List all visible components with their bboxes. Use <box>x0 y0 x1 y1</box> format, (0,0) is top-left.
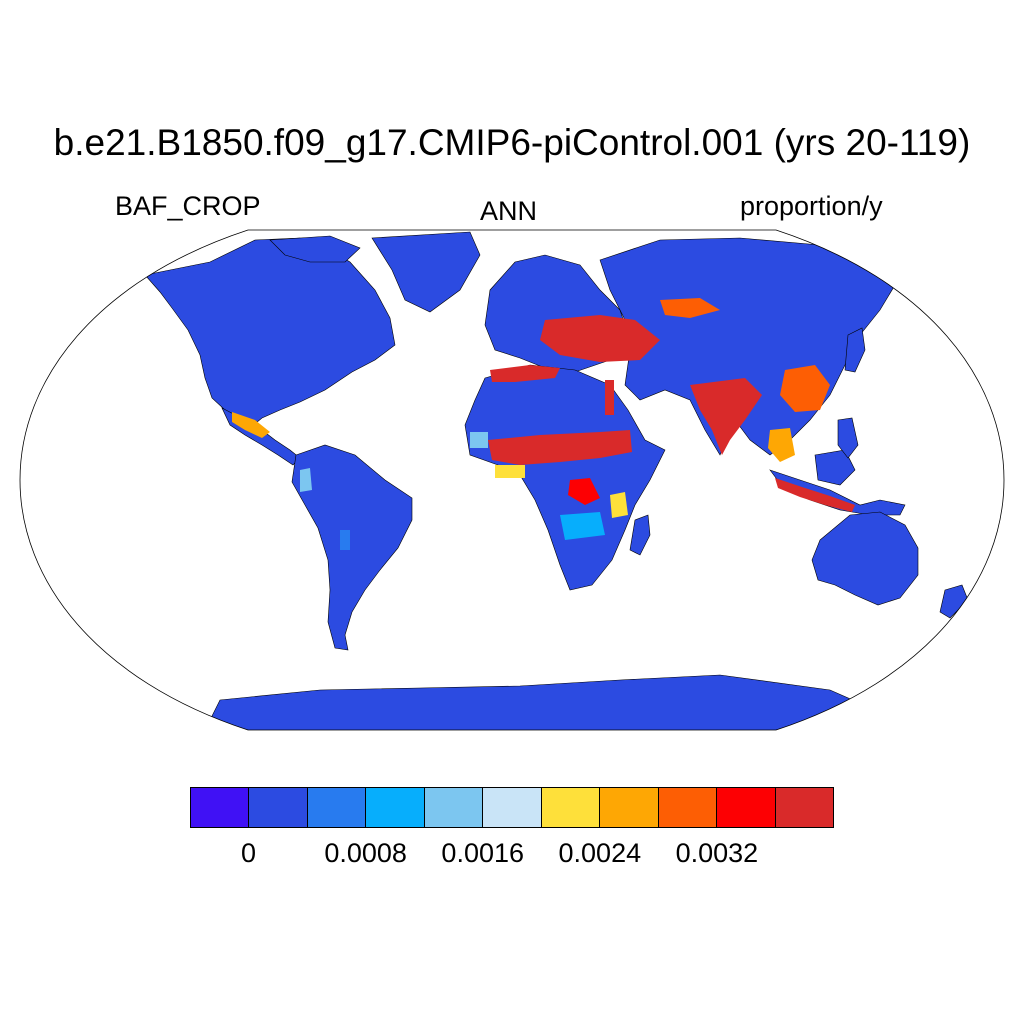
hotspot-north-africa <box>490 365 560 382</box>
hotspot-brazil <box>340 530 350 550</box>
colorbar-box <box>249 788 308 827</box>
philippines <box>837 417 859 459</box>
colorbar-tick-label: 0.0024 <box>558 838 642 868</box>
colorbar-box <box>717 788 776 827</box>
hotspot-sahel-margin <box>470 432 488 448</box>
north-america <box>144 237 396 429</box>
colorbar-box <box>424 788 484 827</box>
colorbar-box <box>658 788 718 827</box>
hotspot-central-africa <box>568 478 600 505</box>
hotspot-mexico <box>232 412 270 438</box>
colorbar-box <box>775 788 833 827</box>
season-label: ANN <box>480 196 538 226</box>
arctic-islands <box>269 235 361 263</box>
colorbar-tick-label: 0 <box>241 838 257 868</box>
colorbar <box>190 787 834 828</box>
land-layer <box>144 231 969 730</box>
hotspot-east-china <box>780 365 830 412</box>
hotspot-sahel <box>488 430 632 465</box>
antarctica <box>199 674 881 730</box>
new-zealand <box>939 584 969 619</box>
madagascar <box>629 514 651 556</box>
south-america <box>291 444 413 651</box>
plot-title: b.e21.B1850.f09_g17.CMIP6-piControl.001 … <box>53 122 971 163</box>
hotspot-east-africa <box>610 492 628 518</box>
colorbar-tick-label: 0.0016 <box>441 838 525 868</box>
borneo <box>814 449 856 486</box>
australia <box>811 511 919 606</box>
colorbar-box <box>191 788 250 827</box>
colorbar-tick-label: 0.0032 <box>675 838 759 868</box>
hotspot-southern-africa <box>560 512 605 540</box>
hotspot-central-asia <box>660 298 720 318</box>
africa <box>464 364 666 591</box>
globe-outline <box>19 229 1005 731</box>
hotspot-andes <box>300 468 312 492</box>
burned-area-hotspots <box>232 298 855 550</box>
hotspot-europe <box>540 315 660 362</box>
colorbar-tick-label: 0.0008 <box>324 838 407 868</box>
hotspot-nile <box>605 380 614 415</box>
hotspot-southeast-asia <box>768 428 795 462</box>
hotspot-india <box>690 378 762 455</box>
colorbar-box <box>366 788 425 827</box>
colorbar-box <box>600 788 659 827</box>
greenland <box>371 231 481 313</box>
hotspot-indonesia <box>775 478 855 512</box>
colorbar-box <box>483 788 542 827</box>
units-label: proportion/y <box>740 191 883 221</box>
colorbar-box <box>541 788 601 827</box>
japan <box>844 327 866 373</box>
hotspot-west-africa <box>495 465 525 478</box>
colorbar-box <box>307 788 367 827</box>
variable-label: BAF_CROP <box>115 191 261 221</box>
